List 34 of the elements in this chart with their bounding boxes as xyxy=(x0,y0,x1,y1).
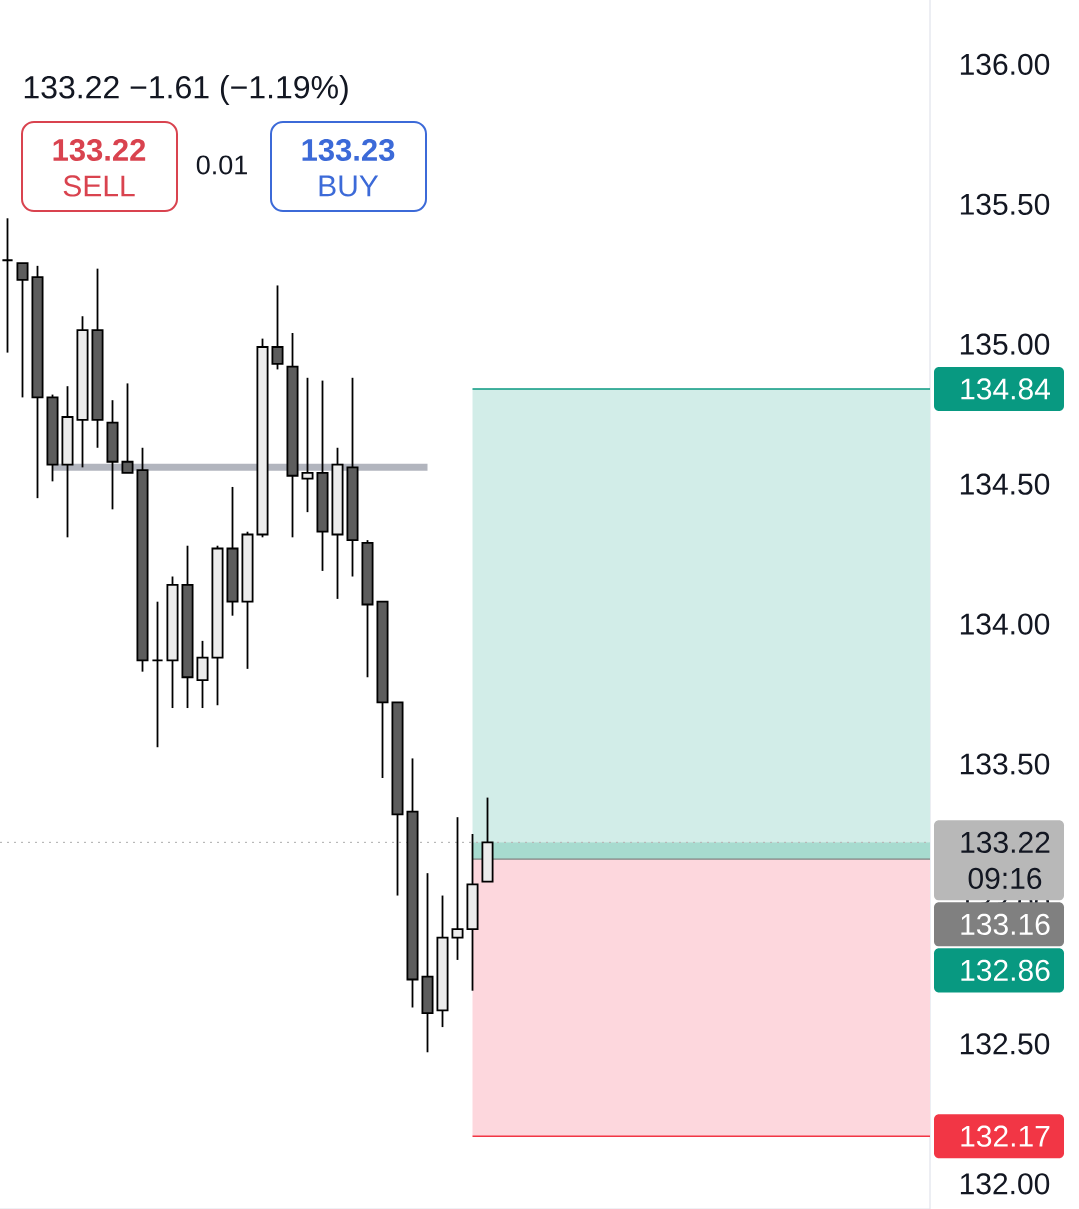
annotation: SELL xyxy=(63,175,135,197)
y-tick-label: 134.00 xyxy=(960,613,1050,635)
candlestick xyxy=(316,379,329,572)
ref-line-label: 132.17 xyxy=(961,1125,1050,1147)
ref-line-label: 134.84 xyxy=(961,378,1050,400)
candlestick xyxy=(151,600,164,749)
candlestick xyxy=(466,833,479,992)
candlestick xyxy=(61,385,74,539)
y-tick-label: 132.00 xyxy=(960,1173,1050,1195)
annotation: BUY xyxy=(319,175,379,197)
candlestick xyxy=(1,217,14,354)
y-tick-label: 133.50 xyxy=(960,753,1050,775)
candlestick xyxy=(286,332,299,539)
text: 133.22 −1.61 (−1.19%) xyxy=(24,75,348,105)
y-tick-label: 134.50 xyxy=(960,473,1050,495)
text: 09:16 xyxy=(968,867,1042,889)
annotation: 133.22 xyxy=(53,138,146,161)
y-tick-label: 136.00 xyxy=(960,53,1050,75)
candlestick xyxy=(451,816,464,961)
candlestick xyxy=(301,376,314,514)
y-tick-label: 135.50 xyxy=(960,193,1050,215)
y-tick-label: 132.50 xyxy=(960,1033,1050,1055)
candlestick xyxy=(91,267,104,449)
annotation: 133.23 xyxy=(302,138,395,161)
text: 132.86 xyxy=(961,959,1050,981)
candlestick xyxy=(181,544,194,709)
y-tick-label: 135.00 xyxy=(960,333,1050,355)
candlestick xyxy=(346,376,359,578)
candlestick xyxy=(106,399,119,511)
ref-line-label: 133.22 xyxy=(961,831,1050,853)
candlestick xyxy=(406,757,419,1009)
candlestick xyxy=(421,872,434,1054)
ref-line-label: 133.16 xyxy=(961,913,1050,935)
annotation: 0.01 xyxy=(196,155,247,175)
